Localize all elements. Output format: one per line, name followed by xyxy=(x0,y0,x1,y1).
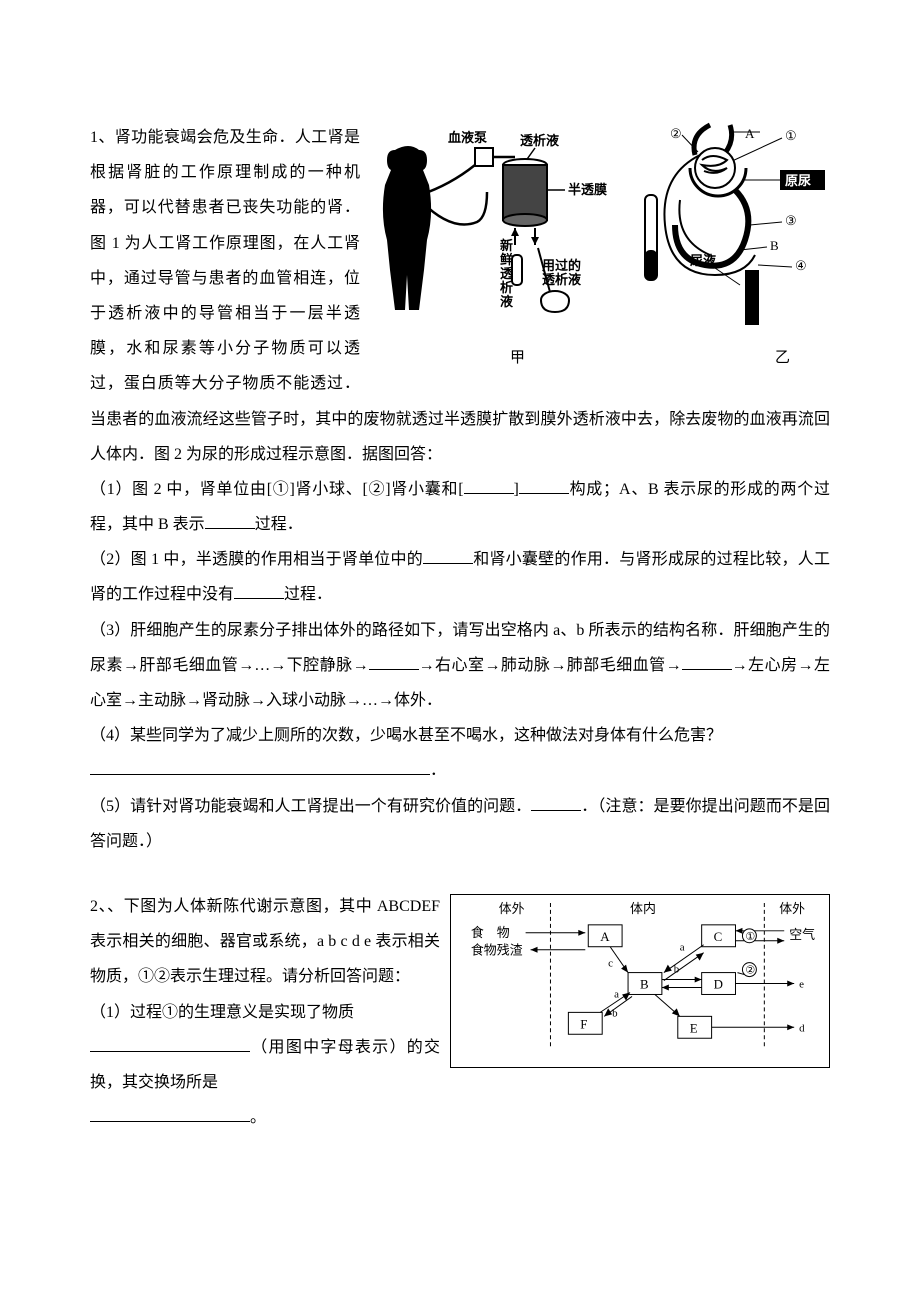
outside-right-label: 体外 xyxy=(779,901,805,916)
metabolism-diagram: 体外 体内 体外 食 物 食物残渣 A C xyxy=(451,895,829,1054)
edge-b2: b xyxy=(612,1007,618,1019)
circle-2: ② xyxy=(745,965,755,977)
figure-1-artificial-kidney: 血液泵 透析液 半透膜 xyxy=(370,120,615,340)
blank-input[interactable] xyxy=(205,513,255,529)
edge-a2: a xyxy=(614,988,619,1000)
box-B: B xyxy=(640,976,649,991)
q1-sub2-c: 过程． xyxy=(284,586,332,603)
q1-sub4: （4）某些同学为了减少上厕所的次数，少喝水甚至不喝水，这种做法对身体有什么危害？ xyxy=(90,718,830,753)
blank-input[interactable] xyxy=(682,654,732,670)
box-E: E xyxy=(690,1020,698,1035)
edge-d: d xyxy=(799,1022,805,1034)
label-A: A xyxy=(745,126,755,141)
figure-2-nephron: A ② ① 原尿 xyxy=(630,120,830,340)
q1-sub5: （5）请针对肾功能衰竭和人工肾提出一个有研究价值的问题．．（注意：是要你提出问题… xyxy=(90,789,830,859)
question-1: 血液泵 透析液 半透膜 xyxy=(90,120,830,859)
q1-sub3-b: →右心室→肺动脉→肺部毛细血管→ xyxy=(419,657,682,674)
question-2: 体外 体内 体外 食 物 食物残渣 A C xyxy=(90,889,830,1135)
q1-sub2-a: （2）图 1 中，半透膜的作用相当于肾单位中的 xyxy=(90,551,423,568)
label-B: B xyxy=(770,238,779,253)
box-A: A xyxy=(600,929,610,944)
pump-label: 血液泵 xyxy=(448,130,487,145)
blank-input[interactable] xyxy=(464,478,514,494)
q2-diagram: 体外 体内 体外 食 物 食物残渣 A C xyxy=(450,894,830,1068)
q1-sub4-b: ． xyxy=(430,762,446,779)
blank-input[interactable] xyxy=(234,583,284,599)
blank-input[interactable] xyxy=(519,478,569,494)
q2-sub1-a: （1）过程①的生理意义是实现了物质 xyxy=(90,1004,354,1021)
blank-input[interactable] xyxy=(90,759,430,775)
fig1-caption: 甲 xyxy=(510,342,525,375)
q1-sub2: （2）图 1 中，半透膜的作用相当于肾单位中的和肾小囊壁的作用．与肾形成尿的过程… xyxy=(90,542,830,612)
dialysate-label: 透析液 xyxy=(520,133,559,148)
blank-input[interactable] xyxy=(531,795,581,811)
edge-c: c xyxy=(608,958,613,970)
membrane-label: 半透膜 xyxy=(568,182,607,197)
urine-label: 尿液 xyxy=(690,253,716,268)
q1-sub4-a: （4）某些同学为了减少上厕所的次数，少喝水甚至不喝水，这种做法对身体有什么危害？ xyxy=(90,727,722,744)
blank-input[interactable] xyxy=(423,548,473,564)
q1-sub1-a: （1）图 2 中，肾单位由[①]肾小球、[②]肾小囊和[ xyxy=(90,481,464,498)
box-C: C xyxy=(714,929,723,944)
edge-a: a xyxy=(680,942,685,954)
q1-figures: 血液泵 透析液 半透膜 xyxy=(370,120,830,375)
fig2-caption: 乙 xyxy=(775,342,790,375)
food-label: 食 物 xyxy=(471,925,510,940)
q1-sub1: （1）图 2 中，肾单位由[①]肾小球、[②]肾小囊和[]构成；A、B 表示尿的… xyxy=(90,472,830,542)
inside-label: 体内 xyxy=(630,901,656,916)
box-F: F xyxy=(580,1016,587,1031)
label-c1: ① xyxy=(785,128,797,143)
q1-sub3: （3）肝细胞产生的尿素分子排出体外的路径如下，请写出空格内 a、b 所表示的结构… xyxy=(90,613,830,719)
primary-urine-label: 原尿 xyxy=(785,173,811,188)
q2-sub1-c: 。 xyxy=(250,1109,266,1126)
edge-e: e xyxy=(799,978,804,990)
q1-sub4-line: ． xyxy=(90,753,830,788)
blank-input[interactable] xyxy=(90,1036,250,1052)
label-c3: ③ xyxy=(785,213,797,228)
circle-1: ① xyxy=(745,931,755,943)
q2-sub1-blank2: 。 xyxy=(90,1100,830,1135)
label-c4: ④ xyxy=(795,258,807,273)
q1-sub5-a: （5）请针对肾功能衰竭和人工肾提出一个有研究价值的问题． xyxy=(90,798,531,815)
air-label: 空气 xyxy=(789,927,815,942)
label-c2: ② xyxy=(670,126,682,141)
outside-left-label: 体外 xyxy=(499,901,525,916)
edge-b1: b xyxy=(674,964,680,976)
residue-label: 食物残渣 xyxy=(471,943,523,958)
box-D: D xyxy=(714,976,723,991)
human-silhouette-icon xyxy=(383,146,431,310)
blank-input[interactable] xyxy=(90,1106,250,1122)
q1-sub1-d: 过程． xyxy=(255,516,303,533)
blank-input[interactable] xyxy=(369,654,419,670)
